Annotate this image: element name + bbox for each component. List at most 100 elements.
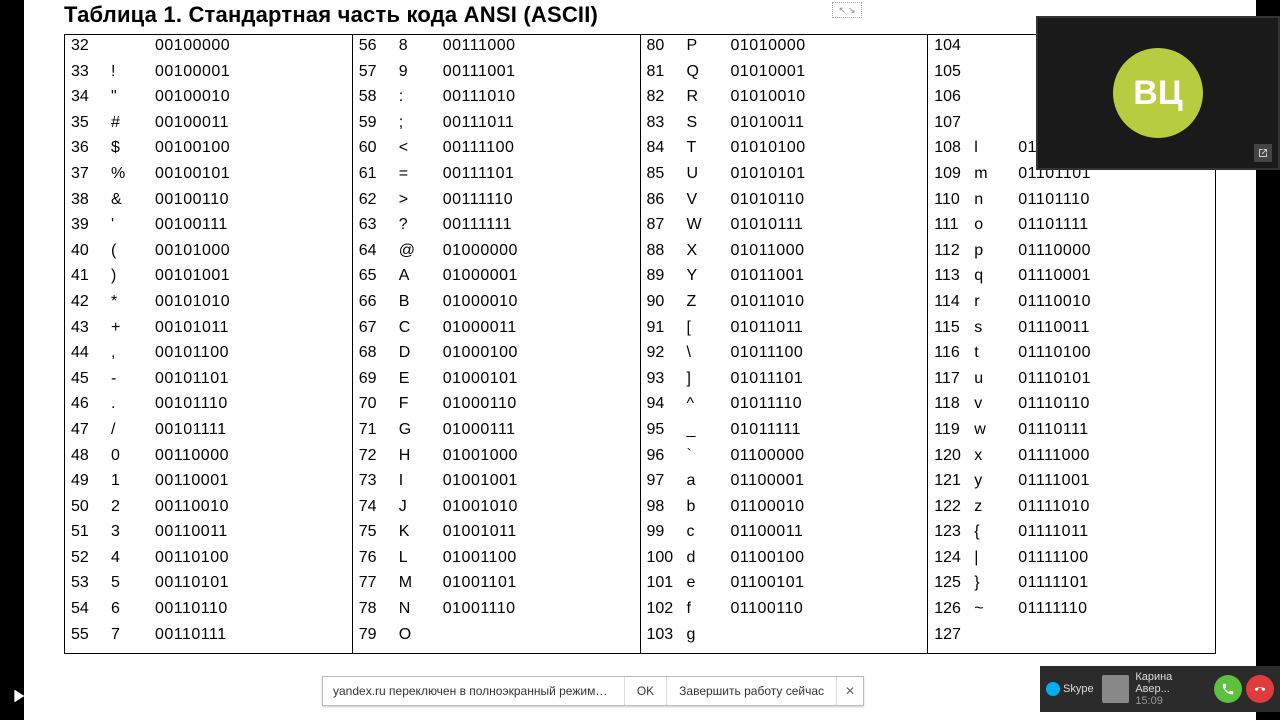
webcam-avatar: ВЦ bbox=[1113, 48, 1203, 138]
table-row: 47/00101111 bbox=[71, 421, 346, 447]
cell-dec: 98 bbox=[647, 498, 687, 516]
call-answer-button[interactable] bbox=[1214, 675, 1242, 703]
cell-dec: 66 bbox=[359, 293, 399, 311]
cell-binary: 01000100 bbox=[443, 344, 551, 362]
cell-char: z bbox=[974, 498, 1018, 516]
table-row: 116t01110100 bbox=[934, 344, 1209, 370]
table-row: 119w01110111 bbox=[934, 421, 1209, 447]
cell-char: ~ bbox=[974, 600, 1018, 618]
cell-binary: 01000110 bbox=[443, 395, 551, 413]
table-row: 98b01100010 bbox=[647, 498, 922, 524]
cell-binary: 01001011 bbox=[443, 523, 551, 541]
cell-dec: 52 bbox=[71, 549, 111, 567]
play-button[interactable] bbox=[4, 682, 32, 710]
cell-char: 5 bbox=[111, 574, 155, 592]
table-row: 80P01010000 bbox=[647, 37, 922, 63]
cell-dec: 117 bbox=[934, 370, 974, 388]
cell-char: \ bbox=[687, 344, 731, 362]
cell-char: 1 bbox=[111, 472, 155, 490]
cell-binary: 00101001 bbox=[155, 267, 263, 285]
table-row: 38&00100110 bbox=[71, 191, 346, 217]
table-row: 95_01011111 bbox=[647, 421, 922, 447]
cell-char: ' bbox=[111, 216, 155, 234]
cell-dec: 68 bbox=[359, 344, 399, 362]
cell-binary: 01000010 bbox=[443, 293, 551, 311]
cell-dec: 121 bbox=[934, 472, 974, 490]
cell-binary: 00100000 bbox=[155, 37, 263, 55]
cell-char: X bbox=[687, 242, 731, 260]
cell-dec: 79 bbox=[359, 626, 399, 644]
cell-dec: 69 bbox=[359, 370, 399, 388]
toast-close-button[interactable]: ✕ bbox=[836, 677, 863, 705]
cell-dec: 34 bbox=[71, 88, 111, 106]
cell-binary: 00100101 bbox=[155, 165, 263, 183]
cell-binary: 00100111 bbox=[155, 216, 263, 234]
cell-dec: 37 bbox=[71, 165, 111, 183]
cell-char: d bbox=[687, 549, 731, 567]
cell-dec: 102 bbox=[647, 600, 687, 618]
expand-icon[interactable]: ↖↘ bbox=[832, 2, 862, 18]
cell-char: T bbox=[687, 139, 731, 157]
cell-binary: 01000011 bbox=[443, 319, 551, 337]
toast-message: yandex.ru переключен в полноэкранный реж… bbox=[323, 684, 624, 698]
cell-dec: 113 bbox=[934, 267, 974, 285]
cell-dec: 72 bbox=[359, 447, 399, 465]
cell-char: S bbox=[687, 114, 731, 132]
cell-dec: 85 bbox=[647, 165, 687, 183]
cell-dec: 120 bbox=[934, 447, 974, 465]
cell-binary: 01011000 bbox=[731, 242, 839, 260]
toast-end-button[interactable]: Завершить работу сейчас bbox=[666, 677, 836, 705]
cell-char: 4 bbox=[111, 549, 155, 567]
cell-binary: 01010110 bbox=[731, 191, 839, 209]
cell-binary: 01010100 bbox=[731, 139, 839, 157]
cell-binary: 01110111 bbox=[1018, 421, 1126, 439]
cell-char: G bbox=[399, 421, 443, 439]
cell-binary: 00101010 bbox=[155, 293, 263, 311]
cell-binary: 01000111 bbox=[443, 421, 551, 439]
cell-binary: 01100110 bbox=[731, 600, 839, 618]
table-row: 127 bbox=[934, 626, 1209, 652]
cell-dec: 71 bbox=[359, 421, 399, 439]
cell-dec: 32 bbox=[71, 37, 111, 55]
toast-ok-button[interactable]: OK bbox=[624, 677, 666, 705]
cell-binary: 00101100 bbox=[155, 344, 263, 362]
popout-icon[interactable] bbox=[1254, 144, 1272, 162]
cell-dec: 50 bbox=[71, 498, 111, 516]
table-row: 40(00101000 bbox=[71, 242, 346, 268]
cell-char: ^ bbox=[687, 395, 731, 413]
cell-char: < bbox=[399, 139, 443, 157]
table-row: 69E01000101 bbox=[359, 370, 634, 396]
cell-dec: 122 bbox=[934, 498, 974, 516]
cell-binary: 01100000 bbox=[731, 447, 839, 465]
cell-dec: 43 bbox=[71, 319, 111, 337]
cell-char: x bbox=[974, 447, 1018, 465]
cell-dec: 104 bbox=[934, 37, 974, 55]
cell-dec: 125 bbox=[934, 574, 974, 592]
cell-char: u bbox=[974, 370, 1018, 388]
cell-binary: 01110110 bbox=[1018, 395, 1126, 413]
table-row: 60<00111100 bbox=[359, 139, 634, 165]
table-row: 81Q01010001 bbox=[647, 63, 922, 89]
table-row: 78N01001110 bbox=[359, 600, 634, 626]
table-row: 36$00100100 bbox=[71, 139, 346, 165]
cell-char: M bbox=[399, 574, 443, 592]
cell-binary: 01100011 bbox=[731, 523, 839, 541]
table-row: 121y01111001 bbox=[934, 472, 1209, 498]
table-row: 96`01100000 bbox=[647, 447, 922, 473]
fullscreen-toast: yandex.ru переключен в полноэкранный реж… bbox=[322, 676, 864, 706]
table-row: 92\01011100 bbox=[647, 344, 922, 370]
cell-dec: 86 bbox=[647, 191, 687, 209]
table-row: 84T01010100 bbox=[647, 139, 922, 165]
cell-binary: 00110010 bbox=[155, 498, 263, 516]
cell-char: p bbox=[974, 242, 1018, 260]
cell-dec: 87 bbox=[647, 216, 687, 234]
call-hangup-button[interactable] bbox=[1246, 675, 1274, 703]
cell-binary: 01110011 bbox=[1018, 319, 1126, 337]
table-row: 51300110011 bbox=[71, 523, 346, 549]
cell-binary: 00101111 bbox=[155, 421, 263, 439]
cell-char: - bbox=[111, 370, 155, 388]
cell-char: 6 bbox=[111, 600, 155, 618]
table-row: 117u01110101 bbox=[934, 370, 1209, 396]
cell-dec: 101 bbox=[647, 574, 687, 592]
table-row: 50200110010 bbox=[71, 498, 346, 524]
